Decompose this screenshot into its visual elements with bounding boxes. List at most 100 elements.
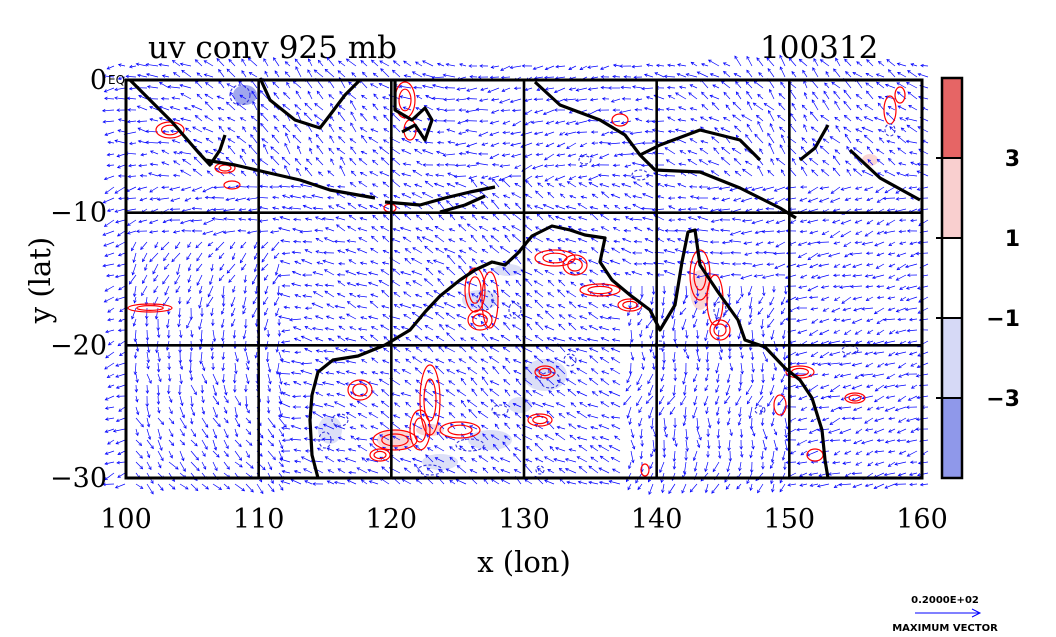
wind-vector [179,428,185,436]
wind-vector-head [382,359,386,363]
wind-vector-head [211,322,215,327]
wind-vector-head [460,337,464,341]
wind-vector-head [279,292,283,297]
wind-vector-head [154,315,159,320]
wind-vector [423,313,434,320]
wind-vector-head [403,60,407,64]
wind-vector [245,395,248,407]
wind-vector [361,479,368,485]
wind-vector [273,115,280,122]
wind-vector-head [465,128,469,133]
wind-vector-head [136,73,141,78]
wind-vector [328,94,335,100]
wind-vector-head [434,226,439,230]
wind-vector [436,380,445,386]
wind-vector [446,369,456,375]
wind-vector [732,102,742,111]
wind-vector-head [104,132,108,136]
wind-vector [117,129,126,133]
wind-vector [436,151,445,155]
wind-vector [403,183,412,188]
wind-vector [345,338,357,342]
wind-vector [105,428,115,433]
wind-vector [476,108,489,111]
wind-vector-head [194,196,199,201]
wind-vector [347,225,357,232]
wind-vector-head [243,290,247,294]
wind-vector [157,384,159,396]
wind-vector-head [209,281,213,286]
wind-vector-head [448,238,452,242]
wind-vector [708,59,720,67]
wind-vector [226,83,236,89]
wind-vector-head [424,245,428,250]
wind-vector-head [394,358,399,363]
wind-vector-head [493,289,497,294]
wind-vector [211,307,214,316]
wind-vector-head [270,146,274,150]
wind-vector [103,120,115,123]
wind-vector [294,260,302,265]
wind-vector [491,98,500,101]
wind-vector [360,171,368,177]
wind-vector-head [211,366,215,371]
wind-vector-head [179,62,184,66]
wind-vector [164,263,170,270]
wind-vector [382,314,390,320]
wind-vector [458,255,467,265]
wind-vector-head [470,377,475,381]
wind-vector-head [234,414,239,419]
wind-vector-head [221,294,225,299]
wind-vector-head [127,222,131,226]
wind-vector-head [481,175,485,179]
wind-vector [289,318,302,321]
wind-vector-head [393,346,397,350]
wind-vector-head [210,312,214,317]
wind-vector [336,192,346,199]
wind-vector-head [228,58,232,63]
wind-vector-head [370,247,374,252]
wind-vector-head [500,468,505,473]
wind-vector-head [106,152,111,157]
wind-vector [438,270,445,276]
wind-vector-head [370,235,375,240]
wind-vector-head [490,98,495,102]
wind-vector-head [133,371,138,376]
wind-vector [589,377,599,386]
wind-vector [157,362,160,372]
wind-vector [370,300,379,309]
wind-vector [104,362,115,370]
wind-vector-head [240,244,244,249]
wind-vector-head [335,448,340,452]
wind-vector-head [248,72,253,76]
wind-vector-head [466,223,471,227]
wind-vector [246,197,258,200]
wind-vector [532,390,544,397]
wind-vector [180,63,192,67]
wind-vector [688,92,698,100]
wind-vector [270,230,280,233]
wind-vector [557,289,566,298]
wind-vector [278,329,280,337]
wind-vector [179,307,181,318]
wind-vector [135,373,138,383]
wind-vector [380,68,390,78]
wind-vector-head [202,127,206,131]
wind-vector [125,197,137,200]
wind-vector [302,295,313,298]
wind-vector [460,337,467,342]
wind-vector-head [379,434,383,438]
wind-vector [293,381,302,386]
wind-vector-head [349,138,354,142]
wind-vector-head [106,374,111,378]
wind-vector-head [277,322,281,327]
wind-vector [335,216,346,221]
wind-vector-head [504,389,508,393]
wind-vector [282,252,291,254]
wind-vector [404,380,412,386]
wind-vector [261,241,269,249]
wind-vector-head [401,149,405,153]
wind-vector-head [191,188,196,192]
wind-vector-head [191,229,195,233]
wind-vector-head [350,111,354,116]
